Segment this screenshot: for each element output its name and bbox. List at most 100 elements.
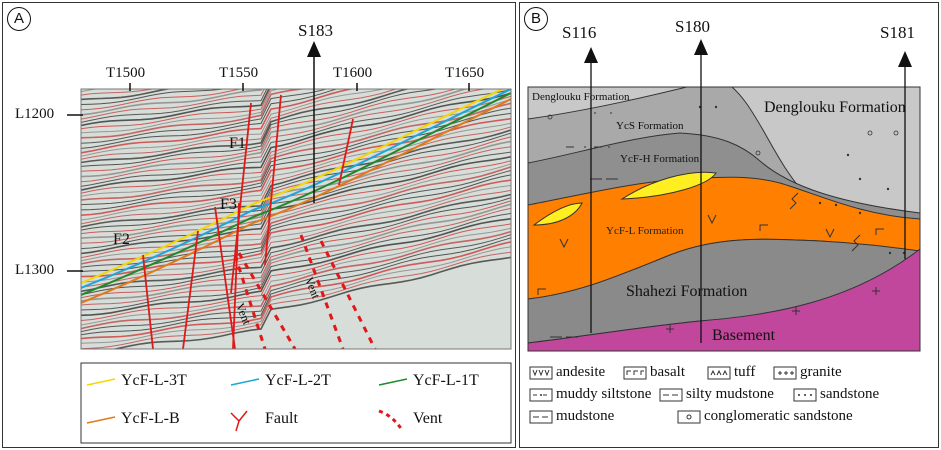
- geologic-cross-section: [527, 39, 921, 424]
- seismic-reflector: [81, 227, 511, 326]
- seismic-reflector: [81, 89, 411, 164]
- seismic-reflector: [81, 89, 270, 127]
- tuff-lens: [532, 202, 583, 226]
- fault-line: [182, 230, 199, 349]
- seismic-reflector: [81, 160, 511, 259]
- well-arrow-s180: [694, 39, 708, 55]
- legend-label-ycf-l-2t: YcF-L-2T: [265, 372, 331, 389]
- seismic-reflector: [81, 223, 511, 321]
- seismic-reflector: [81, 89, 398, 160]
- basement: [528, 248, 920, 351]
- seismic-reflector: [81, 89, 268, 123]
- seismic-reflector: [81, 89, 489, 183]
- horizon-ycf-l-1t: [81, 92, 511, 296]
- seismic-reflector: [81, 3, 511, 71]
- fault-line: [214, 206, 236, 349]
- panel-a: A: [2, 2, 516, 448]
- seismic-reflector: [81, 212, 511, 311]
- trace-label: T1600: [333, 65, 373, 81]
- seismic-reflector: [81, 89, 457, 172]
- seismic-reflector: [81, 230, 511, 330]
- seismic-reflector: [81, 89, 280, 134]
- seismic-reflector: [81, 89, 172, 101]
- horizon-ycf-l-3t: [81, 89, 505, 284]
- seismic-reflector: [81, 89, 356, 154]
- seismic-reflector: [81, 132, 511, 231]
- legend-label-mudstone: mudstone: [556, 408, 615, 424]
- seismic-reflector: [81, 237, 511, 336]
- seismic-reflector: [81, 89, 307, 139]
- seismic-reflector: [81, 102, 511, 201]
- seismic-reflector: [81, 129, 511, 228]
- trace-label: T1650: [445, 65, 485, 81]
- panel-b-label: B: [524, 7, 548, 31]
- well-arrow-s183: [307, 41, 321, 57]
- legend-label-muddy-siltstone: muddy siltstone: [556, 386, 652, 402]
- seismic-reflector: [81, 203, 511, 302]
- formation-label-denglouku-left: Denglouku Formation: [532, 91, 630, 103]
- seismic-reflector: [81, 89, 272, 130]
- seismic-reflector: [81, 200, 511, 299]
- horizon-ycf-l-b: [81, 98, 511, 304]
- seismic-reflector: [81, 117, 511, 216]
- panel-a-label: A: [7, 7, 31, 31]
- line-label: L1200: [15, 106, 55, 122]
- legend-label-granite: granite: [800, 364, 842, 380]
- legend-label-fault: Fault: [265, 410, 298, 427]
- legend-label-tuff: tuff: [734, 364, 756, 380]
- seismic-reflector: [81, 246, 511, 344]
- seismic-reflector: [81, 126, 511, 225]
- fault-label-f2: F2: [113, 231, 130, 248]
- well-label-s181: S181: [880, 23, 915, 42]
- formation-label-ycs: YcS Formation: [616, 120, 684, 132]
- seismic-reflector: [81, 95, 511, 194]
- seismic-reflector: [81, 234, 511, 333]
- seismic-reflector: [81, 107, 511, 206]
- seismic-reflector: [81, 136, 511, 235]
- seismic-reflector: [81, 89, 339, 149]
- legend-label-andesite: andesite: [556, 364, 606, 380]
- well-arrow-s181: [898, 51, 912, 67]
- vent-outline: [233, 254, 267, 349]
- formation-label-shahezi: Shahezi Formation: [626, 283, 748, 300]
- seismic-reflector: [81, 89, 440, 167]
- line-label: L1300: [15, 262, 55, 278]
- seismic-reflector: [81, 197, 511, 296]
- panel-b: B: [519, 2, 939, 448]
- seismic-reflector: [81, 218, 511, 317]
- seismic-reflector: [81, 92, 511, 191]
- formation-label-ycfh: YcF-H Formation: [620, 153, 700, 165]
- seismic-reflector: [81, 207, 511, 306]
- fault-line: [264, 94, 282, 266]
- seismic-reflector: [81, 193, 511, 293]
- formation-label-ycfl: YcF-L Formation: [606, 225, 684, 237]
- seismic-reflector: [81, 89, 265, 120]
- fault-line: [230, 102, 252, 294]
- formation-label-basement: Basement: [712, 327, 776, 344]
- seismic-section: [67, 3, 512, 444]
- seismic-reflector: [81, 170, 511, 268]
- seismic-reflector: [81, 189, 511, 288]
- vent-outline: [299, 234, 345, 349]
- seismic-reflector: [81, 140, 511, 239]
- seismic-reflector: [81, 241, 511, 340]
- seismic-reflector: [81, 122, 511, 221]
- seismic-reflector: [81, 89, 511, 187]
- trace-label: T1500: [106, 65, 146, 81]
- well-label-s116: S116: [562, 23, 597, 42]
- legend-label-basalt: basalt: [650, 364, 685, 380]
- legend-label-conglomeratic-sandstone: conglomeratic sandstone: [704, 408, 853, 424]
- seismic-reflector: [81, 89, 328, 144]
- well-label-s180: S180: [675, 17, 710, 36]
- well-arrow-s116: [584, 47, 598, 63]
- seismic-reflector: [81, 89, 386, 157]
- well-label-s183: S183: [298, 21, 333, 40]
- seismic-reflector: [81, 89, 243, 111]
- seismic-reflector: [81, 89, 227, 105]
- fault-label-f3: F3: [220, 196, 237, 213]
- seismic-reflector: [81, 179, 511, 278]
- seismic-reflector: [81, 3, 511, 66]
- seismic-reflector: [81, 98, 511, 197]
- seismic-reflector: [81, 112, 511, 211]
- legend-label-ycf-l-1t: YcF-L-1T: [413, 372, 479, 389]
